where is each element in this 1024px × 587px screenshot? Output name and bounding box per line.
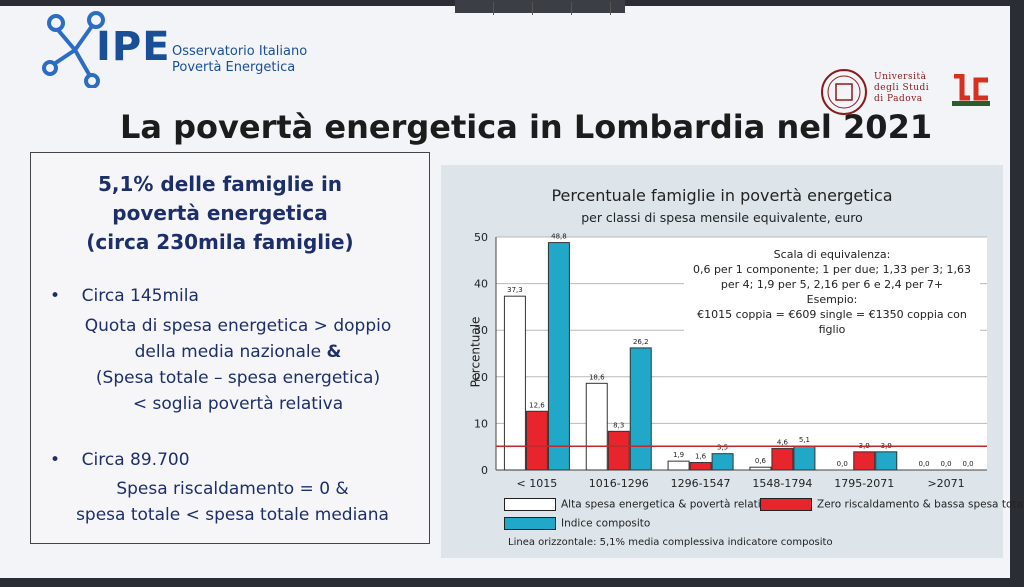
- headline-line-1: 5,1% delle famiglie in: [97, 172, 343, 196]
- bar: [711, 453, 734, 471]
- y-tick-label: 30: [474, 324, 488, 337]
- data-label: 4,6: [777, 439, 789, 447]
- data-label: 26,2: [633, 338, 649, 346]
- headline-line-2: povertà energetica: [112, 201, 328, 225]
- university-name: Università degli Studi di Padova: [874, 72, 929, 105]
- x-tick-label: 1296-1547: [671, 477, 731, 490]
- data-label: 1,6: [695, 453, 707, 461]
- data-label: 37,3: [507, 286, 523, 294]
- chart-title: Percentuale famiglie in povertà energeti…: [551, 186, 893, 205]
- uni-line-1: Università: [874, 72, 927, 82]
- summary-headline: 5,1% delle famiglie in povertà energetic…: [60, 170, 380, 257]
- bullet-1-body: Quota di spesa energetica > doppio della…: [52, 313, 424, 417]
- bullet-2-head: • Circa 89.700: [50, 450, 190, 470]
- data-label: 48,8: [551, 233, 567, 241]
- data-label: 5,1: [799, 436, 810, 444]
- ipe-logo-text: IPE: [96, 24, 171, 70]
- y-tick-label: 0: [481, 464, 488, 477]
- bar: [607, 430, 630, 471]
- summary-panel: [30, 152, 430, 544]
- scala-line-3: per 4; 1,9 per 5, 2,16 per 6 e 2,4 per 7…: [720, 278, 944, 291]
- bullet-2-body: Spesa riscaldamento = 0 & spesa totale <…: [40, 476, 425, 528]
- org-name: Osservatorio Italiano Povertà Energetica: [172, 44, 307, 76]
- x-tick-label: 1548-1794: [752, 477, 812, 490]
- legend-label: Indice composito: [561, 517, 651, 530]
- chart-subtitle: per classi di spesa mensile equivalente,…: [581, 210, 863, 225]
- data-label: 0,0: [963, 460, 974, 468]
- scala-line-4: Esempio:: [806, 293, 858, 306]
- uni-line-3: di Padova: [874, 94, 923, 104]
- bullet-2-head-text: Circa 89.700: [81, 450, 190, 470]
- slide-title: La povertà energetica in Lombardia nel 2…: [120, 108, 933, 146]
- bar: [585, 382, 608, 471]
- bar: [793, 445, 816, 471]
- bar: [629, 347, 652, 471]
- legend-label: Alta spesa energetica & povertà relativa: [561, 498, 774, 511]
- data-label: 12,6: [529, 401, 545, 409]
- bar: [853, 451, 876, 471]
- data-label: 0,6: [755, 457, 767, 465]
- bullet-1-line-2: della media nazionale: [134, 342, 322, 362]
- org-line-2: Povertà Energetica: [172, 60, 296, 75]
- bar: [689, 462, 712, 471]
- y-tick-label: 10: [474, 417, 488, 430]
- bar: [771, 448, 794, 471]
- bullet-1-line-4: < soglia povertà relativa: [132, 394, 344, 414]
- legend-item-indice-composito: Indice composito: [504, 517, 650, 530]
- legend-label: Zero riscaldamento & bassa spesa totale: [817, 498, 1024, 511]
- x-tick-label: 1016-1296: [589, 477, 649, 490]
- chart-note: Linea orizzontale: 5,1% media complessiv…: [508, 537, 833, 548]
- y-tick-label: 20: [474, 371, 488, 384]
- university-seal-icon: [821, 69, 867, 115]
- x-tick-label: < 1015: [517, 477, 558, 490]
- bar: [749, 466, 772, 471]
- bar: [503, 295, 526, 471]
- liuc-logo-icon: [952, 74, 990, 106]
- legend-swatch-white: [504, 498, 556, 511]
- bar: [667, 460, 690, 471]
- data-label: 0,0: [919, 460, 930, 468]
- bullet-2-line-1: Spesa riscaldamento = 0 &: [116, 479, 349, 499]
- data-label: 8,3: [613, 421, 624, 429]
- data-label: 1,9: [673, 451, 684, 459]
- legend-swatch-cyan: [504, 517, 556, 530]
- headline-line-3: (circa 230mila famiglie): [86, 230, 354, 254]
- y-tick-label: 50: [474, 231, 488, 244]
- legend-item-alta-spesa: Alta spesa energetica & povertà relativa: [504, 498, 773, 511]
- bar: [547, 242, 570, 471]
- data-label: 18,6: [589, 373, 605, 381]
- data-label: 0,0: [837, 460, 848, 468]
- data-label: 0,0: [941, 460, 952, 468]
- legend-swatch-red: [760, 498, 812, 511]
- ipe-molecule-logo-icon: [42, 11, 105, 88]
- x-tick-label: >2071: [927, 477, 964, 490]
- scala-line-5: €1015 coppia = €609 single = €1350 coppi…: [697, 308, 967, 336]
- bullet-1-line-3: (Spesa totale – spesa energetica): [95, 368, 381, 388]
- org-line-1: Osservatorio Italiano: [172, 44, 308, 59]
- bullet-1-line-2-wrap: della media nazionale &: [52, 339, 424, 365]
- chart-legend: Alta spesa energetica & povertà relativa…: [504, 494, 1024, 534]
- legend-item-zero-riscaldamento: Zero riscaldamento & bassa spesa totale: [760, 498, 1024, 511]
- equivalence-scale-box: Scala di equivalenza: 0,6 per 1 componen…: [684, 247, 980, 337]
- x-tick-label: 1795-2071: [834, 477, 894, 490]
- bullet-1-ampersand: &: [326, 342, 342, 362]
- y-tick-label: 40: [474, 278, 488, 291]
- bullet-1-head: • Circa 145mila: [50, 286, 199, 306]
- bullet-2-line-2: spesa totale < spesa totale mediana: [76, 505, 389, 525]
- bullet-1-head-text: Circa 145mila: [81, 286, 199, 306]
- bar: [875, 451, 898, 471]
- video-thumbnails-strip[interactable]: [455, 0, 625, 15]
- bar: [525, 410, 548, 471]
- scala-line-2: 0,6 per 1 componente; 1 per due; 1,33 pe…: [692, 263, 972, 276]
- uni-line-2: degli Studi: [874, 83, 930, 93]
- data-label: 3,5: [717, 444, 728, 452]
- bullet-1-line-1: Quota di spesa energetica > doppio: [84, 316, 392, 336]
- scala-line-1: Scala di equivalenza:: [773, 248, 891, 261]
